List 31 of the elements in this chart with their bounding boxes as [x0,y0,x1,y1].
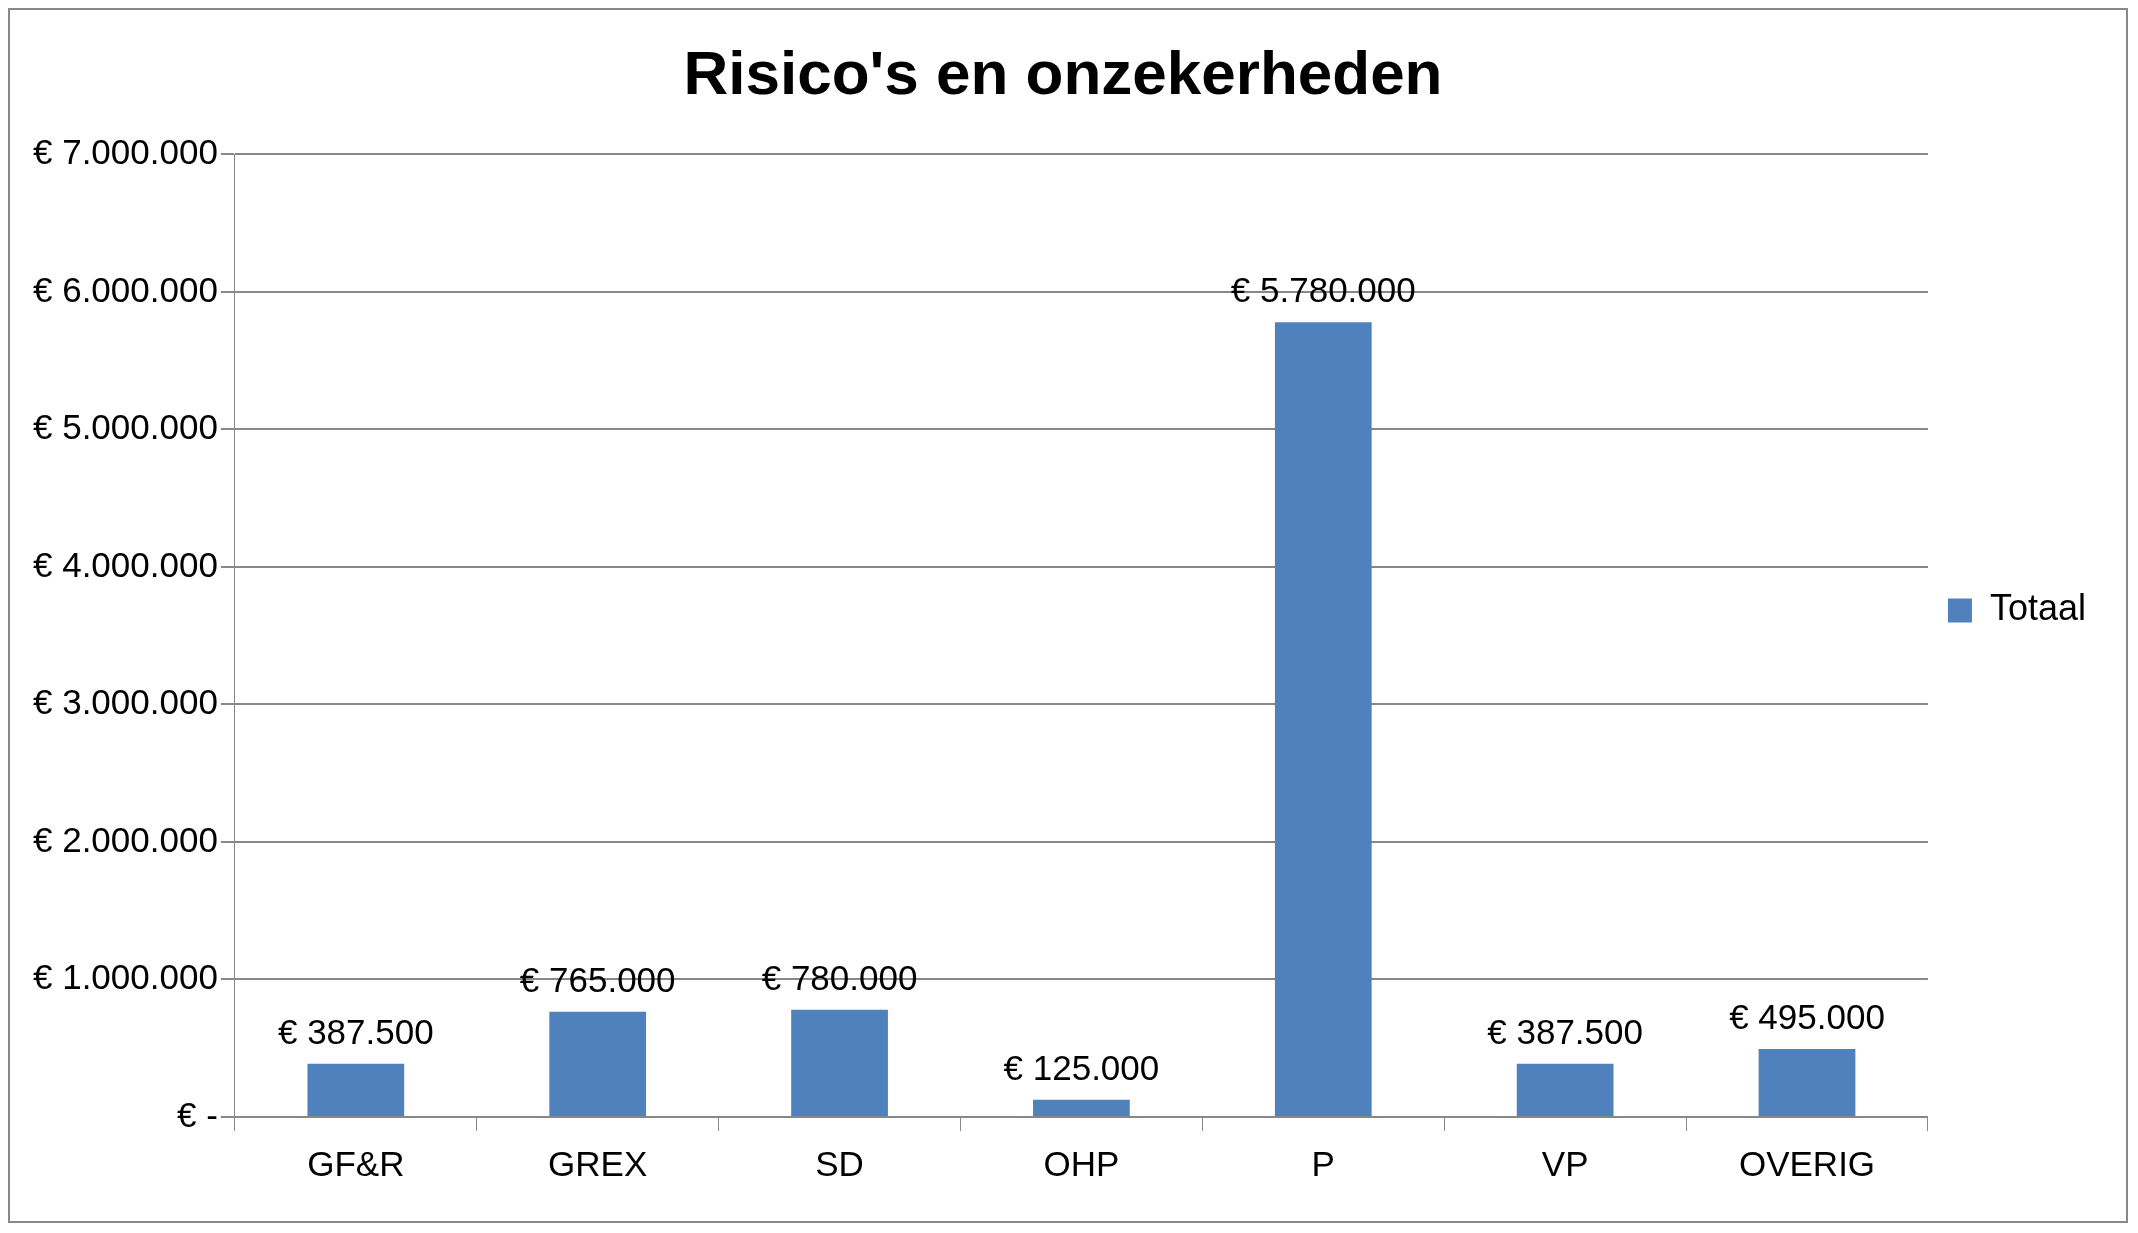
chart-title: Risico's en onzekerheden [683,38,1443,108]
y-tick-label: € 3.000.000 [32,682,218,722]
data-label: € 387.500 [1487,1011,1643,1051]
bar [1758,1048,1856,1116]
data-label: € 125.000 [1003,1047,1160,1087]
bar [1274,322,1372,1116]
x-tick-label: SD [815,1143,864,1183]
y-tick-label: € 7.000.000 [32,132,218,172]
data-label: € 5.780.000 [1230,270,1416,310]
bar [1033,1099,1130,1116]
data-label: € 780.000 [761,957,918,997]
x-tick-label: GF&R [307,1143,405,1183]
y-tick-label: € 2.000.000 [32,819,218,859]
y-tick-label: € 5.000.000 [32,407,218,447]
bar [549,1011,647,1116]
data-label: € 495.000 [1729,997,1885,1037]
x-tick-label: OVERIG [1738,1143,1876,1183]
legend-label: Totaal [1989,587,2087,629]
x-tick-label: P [1311,1143,1335,1183]
y-tick-label: € 6.000.000 [32,269,218,309]
x-tick-label: GREX [548,1143,648,1183]
y-tick-label: € - [177,1094,218,1134]
x-tick-label: OHP [1043,1143,1120,1183]
bar [1516,1063,1614,1116]
data-label: € 765.000 [519,959,676,999]
x-tick-label: VP [1541,1143,1589,1183]
y-tick-label: € 1.000.000 [32,957,218,997]
bar [791,1009,888,1116]
data-label: € 387.500 [277,1011,434,1051]
bar [307,1063,405,1116]
y-tick-label: € 4.000.000 [32,544,218,584]
